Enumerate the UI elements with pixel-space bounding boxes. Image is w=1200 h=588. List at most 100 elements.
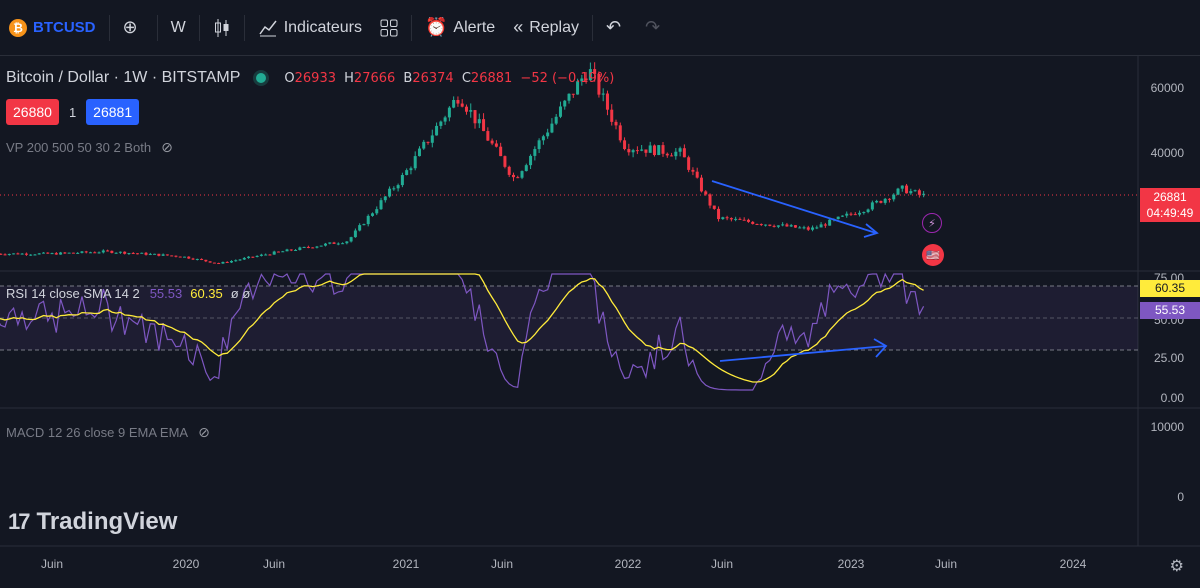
- candle-body: [648, 145, 652, 153]
- candle-body: [383, 196, 387, 201]
- candle-body: [375, 209, 379, 214]
- candle-body: [862, 212, 866, 214]
- candle-body: [541, 136, 545, 141]
- candle-body: [670, 155, 674, 157]
- eye-off-icon[interactable]: ⊘: [198, 424, 210, 440]
- market-status-icon[interactable]: [256, 73, 267, 83]
- time-axis-label: 2022: [614, 557, 642, 571]
- candle-body: [704, 191, 708, 195]
- time-axis-label: Juin: [934, 557, 958, 571]
- vp-indicator-label: VP 200 500 50 30 2 Both: [6, 140, 152, 155]
- candle-body: [657, 145, 661, 156]
- candle-body: [580, 78, 584, 82]
- candle-body: [896, 188, 900, 195]
- candle-body: [200, 258, 204, 260]
- chart-canvas[interactable]: [0, 56, 1200, 588]
- redo-icon: ↷: [645, 17, 661, 37]
- candle-body: [328, 242, 332, 244]
- macd-axis-label: 10000: [1150, 420, 1184, 434]
- candle-body: [272, 251, 276, 255]
- candle-body: [157, 253, 161, 256]
- replay-button[interactable]: « Replay: [504, 8, 588, 48]
- candle-body: [499, 146, 503, 157]
- candle-body: [148, 253, 152, 255]
- candle-body: [473, 110, 477, 124]
- candle-body: [264, 254, 268, 256]
- vp-indicator-legend[interactable]: VP 200 500 50 30 2 Both ⊘: [6, 139, 173, 156]
- candle-body: [845, 213, 849, 216]
- ohlc-values: O26933 H27666 B26374 C26881 −52 (−0.19%): [284, 71, 618, 86]
- buy-button[interactable]: 26881: [86, 99, 140, 125]
- us-flag-event-icon[interactable]: 🇺🇸: [922, 244, 944, 266]
- candle-body: [883, 198, 887, 203]
- rsi-indicator-legend[interactable]: RSI 14 close SMA 14 2 55.53 60.35 ø ø: [6, 286, 250, 301]
- price-trendline-arrow[interactable]: [711, 180, 879, 238]
- indicators-button[interactable]: Indicateurs: [249, 8, 371, 48]
- last-price-tag: 26881 04:49:49: [1140, 188, 1200, 222]
- candles-icon: [214, 18, 229, 37]
- candle-body: [909, 191, 913, 194]
- candle-body: [165, 254, 169, 256]
- high-key: H: [344, 70, 354, 86]
- candle-body: [298, 247, 302, 250]
- eye-off-icon[interactable]: ⊘: [161, 139, 173, 155]
- candle-body: [88, 252, 92, 254]
- rsi-axis-label: 0.00: [1160, 391, 1184, 405]
- candle-body: [917, 190, 921, 195]
- indicators-label: Indicateurs: [283, 18, 362, 36]
- candle-body: [922, 193, 926, 195]
- candle-body: [110, 250, 114, 253]
- close-key: C: [461, 70, 471, 86]
- compare-button[interactable]: ⊕: [114, 8, 153, 48]
- candle-body: [276, 251, 280, 253]
- candle-body: [614, 121, 618, 126]
- undo-button[interactable]: ↶: [597, 8, 636, 48]
- candle-body: [708, 194, 712, 206]
- candle-body: [426, 141, 430, 143]
- candle-body: [435, 125, 439, 136]
- candle-body: [905, 185, 909, 194]
- candle-body: [392, 188, 396, 190]
- sell-button[interactable]: 26880: [6, 99, 59, 125]
- rsi-line: [0, 272, 925, 391]
- chart-type-button[interactable]: [204, 8, 240, 48]
- candle-body: [225, 261, 229, 263]
- layout-button[interactable]: [371, 8, 407, 48]
- top-toolbar: ₿ BTCUSD ⊕ W Indicateurs ⏰: [0, 0, 1200, 56]
- symbol-search[interactable]: ₿ BTCUSD: [0, 8, 105, 48]
- candle-body: [682, 148, 686, 158]
- candle-body: [776, 225, 780, 227]
- chart-line-icon: [259, 20, 277, 36]
- plus-circle-icon: ⊕: [122, 17, 138, 37]
- candle-body: [71, 252, 75, 254]
- candle-body: [524, 165, 528, 172]
- time-axis-label: Juin: [710, 557, 734, 571]
- quantity-value[interactable]: 1: [68, 104, 77, 120]
- candle-body: [242, 257, 246, 260]
- candle-body: [858, 212, 862, 215]
- candle-body: [601, 93, 605, 95]
- candle-body: [24, 253, 28, 255]
- candle-body: [610, 109, 614, 122]
- candle-body: [259, 254, 263, 256]
- rsi-trendline-arrow[interactable]: [719, 338, 888, 362]
- candle-body: [900, 185, 904, 189]
- settings-gear-icon[interactable]: ⚙: [1169, 558, 1184, 575]
- macd-indicator-legend[interactable]: MACD 12 26 close 9 EMA EMA ⊘: [6, 424, 210, 441]
- candle-body: [576, 81, 580, 95]
- candle-body: [114, 252, 118, 254]
- redo-button[interactable]: ↷: [636, 8, 675, 48]
- alert-label: Alerte: [453, 18, 496, 36]
- interval-button[interactable]: W: [162, 8, 195, 48]
- candle-body: [729, 218, 733, 220]
- candle-body: [691, 169, 695, 172]
- undo-icon: ↶: [606, 17, 622, 37]
- candle-body: [529, 155, 533, 166]
- candle-body: [379, 200, 383, 210]
- time-axis-label: 2020: [172, 557, 200, 571]
- candle-body: [725, 217, 729, 219]
- alert-button[interactable]: ⏰ Alerte: [416, 8, 504, 48]
- lightning-event-icon[interactable]: ⚡: [922, 213, 942, 233]
- candle-body: [430, 135, 434, 143]
- candle-body: [127, 253, 131, 255]
